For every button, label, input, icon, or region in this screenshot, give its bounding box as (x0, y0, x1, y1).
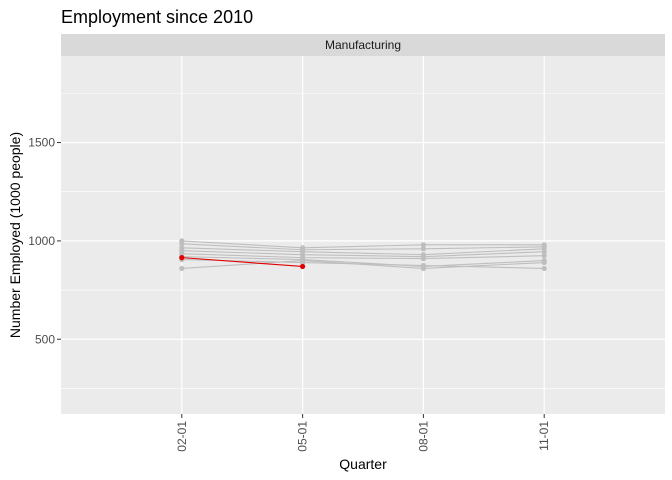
series-line (181, 256, 545, 268)
facet-strip (61, 34, 665, 56)
series-point (420, 246, 426, 252)
series-line (181, 253, 545, 260)
series-9 (179, 255, 306, 270)
x-tick-label: 11-01 (537, 421, 551, 451)
series-line (181, 259, 545, 269)
x-tick-label: 08-01 (416, 421, 430, 452)
y-tick-label: 1000 (28, 234, 55, 248)
x-axis-ticks: 02-01 05-01 08-01 11-01 (175, 414, 551, 452)
series-point (541, 265, 547, 272)
background-series (179, 238, 547, 272)
y-axis-title: Number Employed (1000 people) (7, 132, 23, 338)
series-point (541, 259, 547, 266)
series-point (541, 253, 547, 259)
series-point (179, 255, 185, 261)
series-point (420, 262, 426, 269)
series-point (541, 249, 547, 255)
series-line (181, 247, 545, 256)
y-tick-label: 500 (35, 332, 55, 346)
series-point (179, 241, 185, 247)
series-point (420, 242, 426, 248)
major-gridlines (61, 56, 665, 414)
series-point (300, 259, 306, 266)
series-point (300, 263, 306, 270)
facet-strip-label: Manufacturing (325, 38, 401, 52)
series-line (181, 250, 545, 258)
x-tick-label: 05-01 (296, 421, 310, 452)
series-point (420, 256, 426, 262)
series-line (181, 257, 303, 268)
x-tick-label: 02-01 (175, 421, 189, 452)
minor-gridlines (61, 93, 665, 389)
y-axis-ticks: 500 1000 1500 (28, 136, 61, 346)
series-line (181, 240, 545, 249)
y-tick-label: 1500 (28, 136, 55, 150)
plot-panel (61, 56, 665, 414)
highlight-series (179, 255, 306, 270)
chart-title: Employment since 2010 (61, 7, 253, 27)
series-line (181, 243, 545, 251)
x-axis-title: Quarter (339, 456, 387, 472)
series-point (179, 265, 185, 272)
